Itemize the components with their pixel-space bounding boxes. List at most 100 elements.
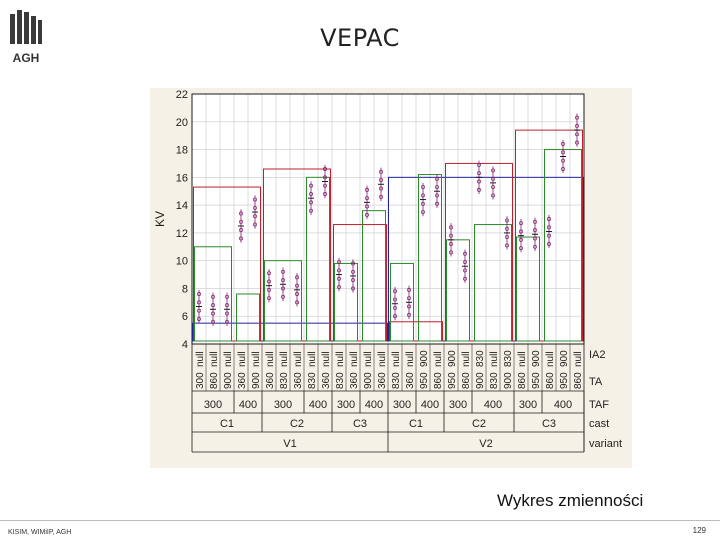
data-point [393, 289, 397, 294]
data-point [295, 283, 299, 288]
cast-label: C2 [472, 418, 486, 430]
y-tick-label: 10 [176, 256, 188, 268]
data-point [393, 297, 397, 302]
data-point [575, 115, 579, 120]
data-point [225, 311, 229, 316]
data-point [267, 271, 271, 276]
ia2-label: null [321, 351, 332, 367]
data-point [505, 226, 509, 231]
ta-label: 900 [475, 372, 486, 389]
ta-label: 860 [517, 372, 528, 389]
taf-mean-box [390, 262, 414, 342]
cast-label: C2 [290, 418, 304, 430]
data-point [239, 219, 243, 224]
ta-label: 860 [573, 372, 584, 389]
ta-label: 900 [223, 372, 234, 389]
data-point [323, 167, 327, 171]
taf-label: 400 [365, 399, 383, 411]
data-point [393, 314, 397, 319]
taf-mean-box [474, 224, 512, 342]
data-point [533, 219, 537, 224]
footer-left: KISIM, WIMiIP, AGH [8, 529, 72, 536]
data-point [547, 233, 551, 238]
data-point [225, 294, 229, 299]
data-point [477, 187, 481, 192]
ia2-label: null [461, 351, 472, 367]
data-point [533, 244, 537, 249]
data-point [281, 294, 285, 299]
data-point [337, 260, 341, 265]
ta-label: 360 [265, 372, 276, 389]
data-point [449, 225, 453, 230]
data-point [561, 150, 565, 155]
data-point [379, 194, 383, 199]
variability-chart: 4 6 8 10 12 14 16 18 20 22 KV null null null null null n… [150, 88, 632, 468]
data-point [337, 276, 341, 281]
ia2-label: null [307, 351, 318, 367]
row-header-label: IA2 [589, 349, 606, 361]
data-point [253, 214, 257, 219]
data-point [477, 171, 481, 176]
taf-mean-box [516, 236, 540, 342]
data-point [211, 303, 215, 308]
data-point [309, 183, 313, 188]
ia2-label: 830 [475, 350, 486, 367]
data-point [351, 261, 355, 266]
taf-label: 300 [204, 399, 222, 411]
y-tick-label: 6 [182, 311, 188, 323]
ia2-label: null [195, 351, 206, 367]
ta-label: 830 [489, 372, 500, 389]
taf-label: 300 [337, 399, 355, 411]
cast-mean-box [333, 224, 387, 342]
data-point [295, 292, 299, 296]
ia2-label: null [517, 351, 528, 367]
data-point [407, 304, 411, 309]
data-point [365, 196, 369, 201]
data-point [407, 312, 411, 317]
y-tick-label: 20 [176, 117, 188, 129]
ia2-label: null [363, 351, 374, 367]
cast-label: C3 [353, 418, 367, 430]
data-point [379, 186, 383, 191]
ta-label: 860 [545, 372, 556, 389]
data-point [267, 287, 271, 292]
ia2-label: 900 [559, 350, 570, 367]
data-point [351, 286, 355, 291]
data-point [519, 221, 523, 226]
taf-mean-box [306, 176, 330, 342]
data-point [449, 233, 453, 238]
taf-label: 400 [239, 399, 257, 411]
data-point [519, 246, 523, 251]
row-header-label: cast [589, 418, 609, 430]
data-point [379, 169, 383, 174]
y-tick-label: 22 [176, 89, 188, 101]
ia2-label: null [433, 351, 444, 367]
ia2-label: null [251, 351, 262, 367]
ia2-label: null [489, 351, 500, 367]
data-point [547, 217, 551, 221]
data-point [519, 229, 523, 234]
ta-label: 360 [321, 372, 332, 389]
data-point [323, 183, 327, 188]
data-point [505, 235, 509, 240]
data-point [197, 308, 201, 313]
taf-mean-box [334, 262, 358, 342]
data-point [351, 278, 355, 283]
ia2-label: 900 [419, 350, 430, 367]
data-point [281, 286, 285, 291]
ta-label: 830 [335, 372, 346, 389]
ta-label: 950 [531, 372, 542, 389]
ta-label: 900 [251, 372, 262, 389]
data-point [225, 303, 229, 308]
data-point [463, 276, 467, 281]
data-point [561, 158, 565, 163]
y-axis-label: KV [153, 211, 167, 227]
data-point [407, 296, 411, 301]
data-point [421, 201, 425, 206]
taf-mean-box [264, 260, 302, 342]
data-point [533, 228, 537, 233]
taf-label: 300 [519, 399, 537, 411]
data-point [225, 319, 229, 324]
data-point [463, 268, 467, 273]
